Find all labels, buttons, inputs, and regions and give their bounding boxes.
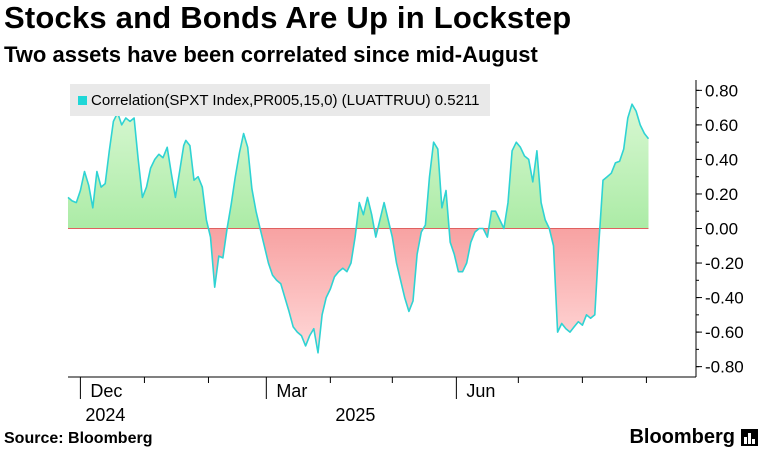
x-year-label: 2024 [85, 405, 125, 425]
brand-label: Bloomberg [629, 426, 735, 448]
y-tick-label: -0.40 [705, 289, 744, 308]
y-tick-label: -0.60 [705, 323, 744, 342]
chart-title: Stocks and Bonds Are Up in Lockstep [4, 0, 572, 35]
y-tick-label: -0.80 [705, 358, 744, 377]
x-tick-label: Dec [90, 381, 122, 401]
y-tick-label: 0.80 [705, 81, 738, 100]
legend-label: Correlation(SPXT Index,PR005,15,0) (LUAT… [91, 91, 480, 109]
y-tick-label: 0.40 [705, 150, 738, 169]
area-layer [67, 103, 650, 354]
y-tick-label: 0.60 [705, 116, 738, 135]
x-year-label: 2025 [335, 405, 375, 425]
bloomberg-logo: Bloomberg [629, 426, 758, 449]
y-tick-label: 0.20 [705, 185, 738, 204]
x-tick-label: Jun [466, 381, 495, 401]
y-tick-label: -0.20 [705, 254, 744, 273]
chart-subtitle: Two assets have been correlated since mi… [4, 42, 538, 67]
bloomberg-terminal-icon [741, 429, 758, 446]
legend: Correlation(SPXT Index,PR005,15,0) (LUAT… [70, 84, 490, 116]
source-note: Source: Bloomberg [4, 430, 153, 447]
axis-layer: 0.80 0.60 0.40 0.20 0.00 -0.20 -0.40 -0.60 -0.80… [68, 80, 744, 425]
x-tick-label: Mar [276, 381, 307, 401]
y-tick-label: 0.00 [705, 220, 738, 239]
series-line [67, 103, 650, 354]
positive-area [68, 104, 649, 229]
legend-swatch [78, 95, 87, 105]
